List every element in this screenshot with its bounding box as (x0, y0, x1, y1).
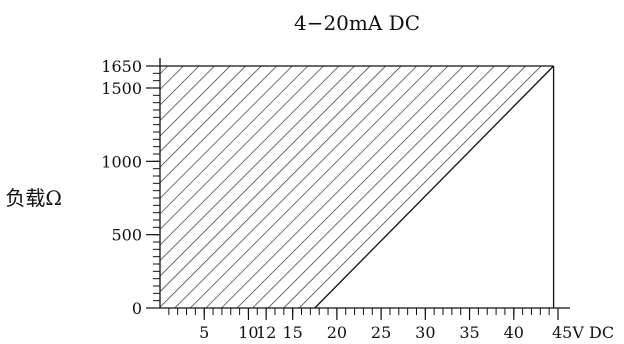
x-tick-label: 45V DC (552, 323, 614, 342)
y-tick-label: 0 (132, 299, 142, 318)
chart-title: 4−20mA DC (294, 11, 420, 35)
operating-region (160, 66, 554, 308)
x-tick-label: 5 (199, 323, 209, 342)
series-line-load-limit (314, 65, 555, 309)
x-tick-label: 15 (282, 323, 302, 342)
x-tick-label: 40 (504, 323, 524, 342)
x-tick-label: 20 (327, 323, 347, 342)
y-tick-label: 1500 (101, 79, 142, 98)
y-tick-label: 500 (111, 226, 142, 245)
y-tick-label: 1000 (101, 152, 142, 171)
y-axis-label: 负载Ω (5, 186, 62, 210)
x-tick-label: 25 (371, 323, 391, 342)
x-tick-label: 10 (238, 323, 258, 342)
y-tick-label: 1650 (101, 57, 142, 76)
y-tick-group: 0 500 1000 1500 1650 (101, 57, 160, 318)
x-tick-label: 30 (415, 323, 435, 342)
x-tick-label: 35 (459, 323, 479, 342)
x-tick-label: 12 (256, 323, 276, 342)
